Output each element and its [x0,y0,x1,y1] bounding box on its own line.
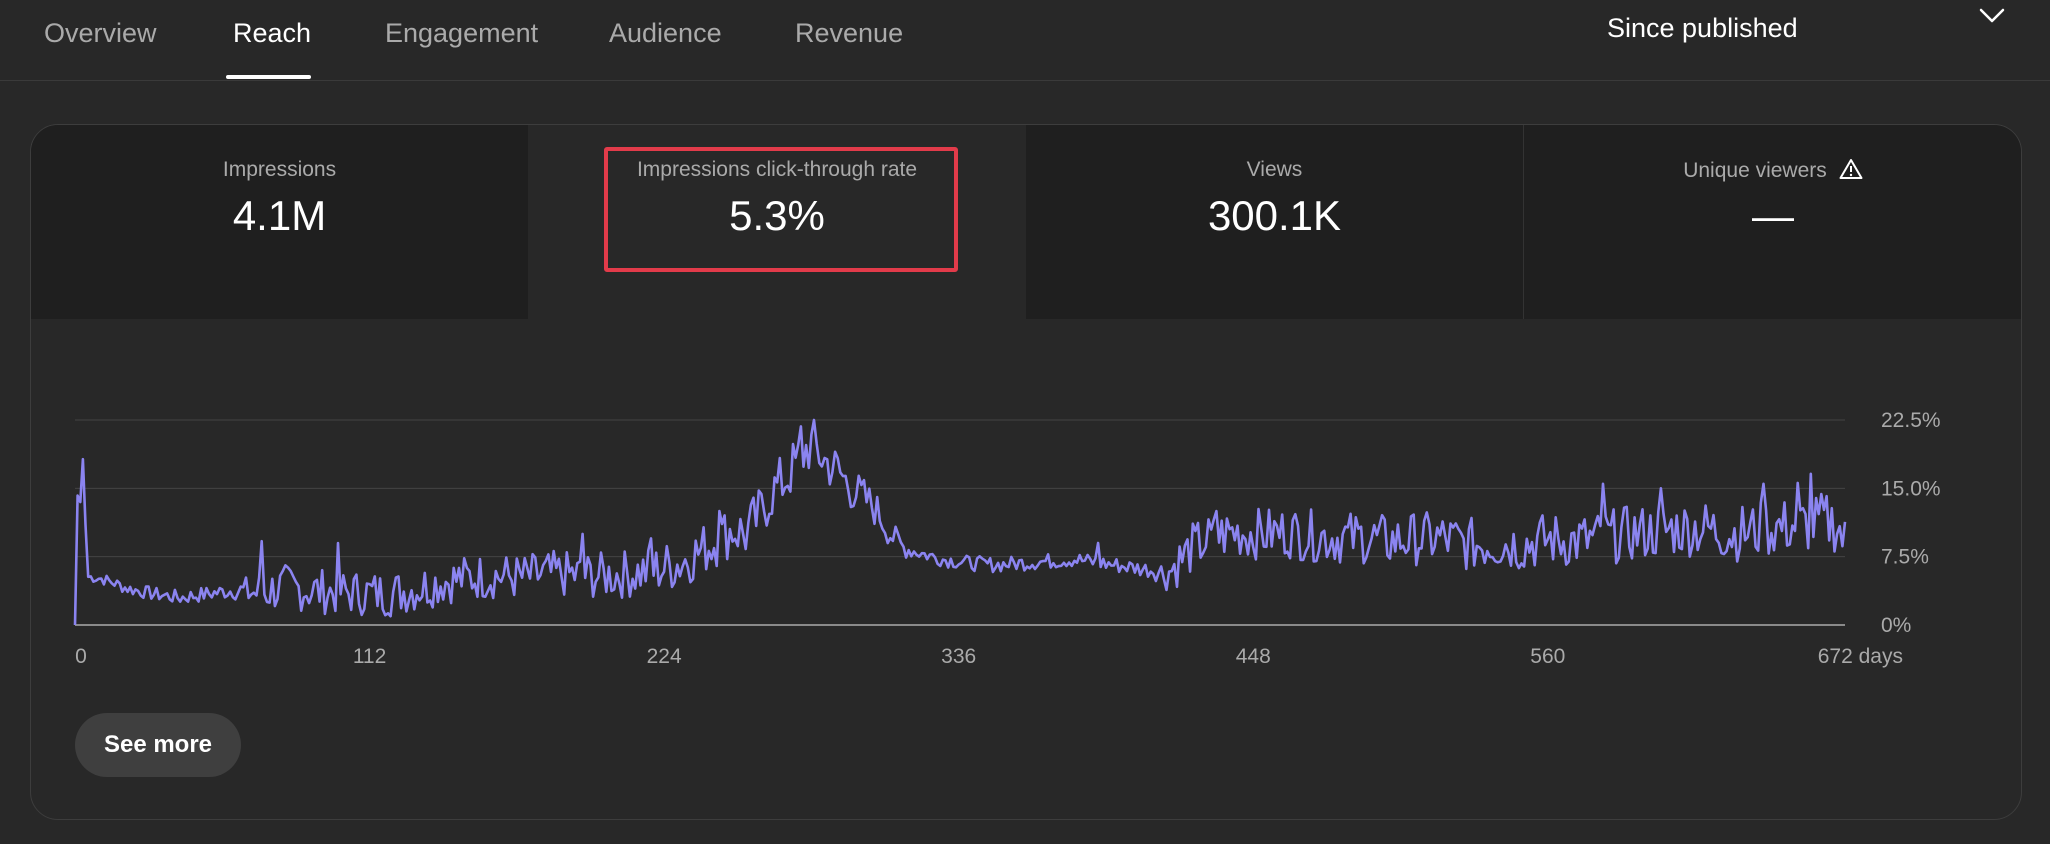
x-tick-label: 560 [1530,645,1565,668]
x-tick-label: 448 [1236,645,1271,668]
metric-label: Impressions click-through rate [636,158,918,181]
metric-label: Unique viewers [1524,158,2021,183]
ctr-series-line [73,418,1847,626]
x-tick-label: 672 days [1818,645,1903,668]
y-tick-label: 22.5% [1881,409,1941,432]
y-tick-label: 15.0% [1881,477,1941,500]
tab-bar: Overview Reach Engagement Audience Reven… [0,0,2050,81]
x-tick-label: 112 [353,645,386,668]
ctr-line-chart: 0% 7.5% 15.0% 22.5% 0 112 224 336 448 560 672 days [73,409,1941,668]
y-tick-label: 0% [1881,614,1911,637]
metric-value: 5.3% [729,192,825,239]
see-more-button[interactable]: See more [75,713,241,777]
x-tick-label: 0 [75,645,87,668]
y-tick-label: 7.5% [1881,546,1929,569]
x-tick-label: 336 [941,645,976,668]
metric-ctr[interactable]: Impressions click-through rate 5.3% [528,125,1026,319]
tab-revenue[interactable]: Revenue [795,18,904,48]
chevron-down-icon[interactable] [1976,2,2008,30]
metric-value: 4.1M [232,192,327,239]
active-tab-indicator [226,75,311,79]
tab-engagement[interactable]: Engagement [385,18,539,48]
metric-impressions[interactable]: Impressions 4.1M [31,125,528,319]
reach-card: Impressions 4.1M Impressions click-throu… [30,124,2022,820]
tab-overview[interactable]: Overview [44,18,157,48]
metric-label: Impressions [222,158,337,181]
metric-label-text: Unique viewers [1683,159,1827,182]
metric-value: 300.1K [1207,192,1342,239]
date-range-value[interactable]: Since published [1607,13,1798,43]
tab-audience[interactable]: Audience [609,18,722,48]
x-tick-label: 224 [647,645,682,668]
metric-unique-viewers[interactable]: Unique viewers — [1523,125,2021,319]
metric-views[interactable]: Views 300.1K [1026,125,1523,319]
tab-reach[interactable]: Reach [233,18,312,48]
metric-value: — [1752,192,1794,239]
metric-label: Views [1246,158,1303,181]
warning-icon[interactable] [1839,158,1863,180]
